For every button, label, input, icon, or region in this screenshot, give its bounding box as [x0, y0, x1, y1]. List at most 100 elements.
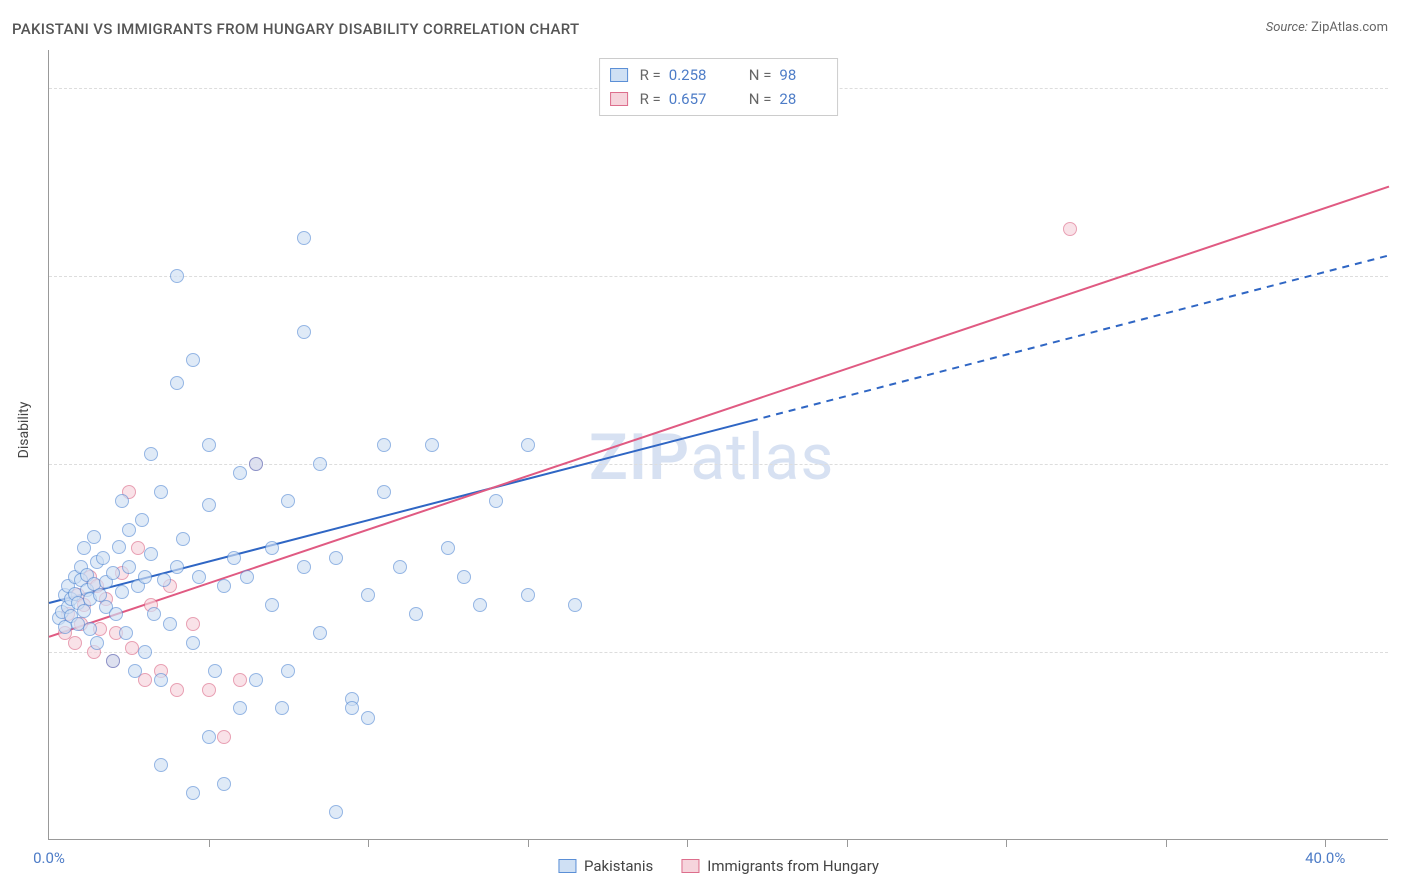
point-pakistanis: [122, 560, 136, 574]
point-pakistanis: [202, 438, 216, 452]
point-hungary: [202, 683, 216, 697]
point-pakistanis: [473, 598, 487, 612]
point-pakistanis: [313, 457, 327, 471]
point-pakistanis: [377, 485, 391, 499]
point-pakistanis: [186, 636, 200, 650]
x-tick: [1325, 839, 1326, 847]
point-pakistanis: [135, 513, 149, 527]
legend-correlation: R =0.258N =98R =0.657N =28: [599, 58, 839, 116]
x-tick: [687, 839, 688, 847]
point-pakistanis: [409, 607, 423, 621]
point-pakistanis: [170, 269, 184, 283]
legend-swatch: [681, 859, 699, 873]
point-pakistanis: [90, 636, 104, 650]
source-label: Source:: [1266, 20, 1308, 35]
legend-label: Pakistanis: [584, 857, 653, 875]
point-pakistanis: [489, 494, 503, 508]
source-value: ZipAtlas.com: [1311, 20, 1388, 35]
point-pakistanis: [281, 664, 295, 678]
point-pakistanis: [217, 579, 231, 593]
point-pakistanis: [83, 622, 97, 636]
point-pakistanis: [119, 626, 133, 640]
point-hungary: [68, 636, 82, 650]
point-pakistanis: [170, 376, 184, 390]
point-pakistanis: [138, 570, 152, 584]
point-pakistanis: [115, 494, 129, 508]
point-pakistanis: [329, 551, 343, 565]
legend-row-hungary: R =0.657N =28: [610, 87, 828, 111]
point-pakistanis: [192, 570, 206, 584]
legend-label: Immigrants from Hungary: [707, 857, 879, 875]
legend-r-value: 0.258: [669, 63, 717, 87]
legend-n-label: N =: [749, 63, 772, 87]
y-axis-label: Disability: [16, 402, 32, 459]
point-pakistanis: [144, 547, 158, 561]
point-pakistanis: [275, 701, 289, 715]
point-pakistanis: [265, 598, 279, 612]
point-pakistanis: [109, 607, 123, 621]
x-tick: [368, 839, 369, 847]
point-pakistanis: [154, 485, 168, 499]
point-pakistanis: [329, 805, 343, 819]
point-pakistanis: [186, 353, 200, 367]
point-hungary: [233, 673, 247, 687]
point-pakistanis: [568, 598, 582, 612]
point-pakistanis: [227, 551, 241, 565]
point-pakistanis: [361, 588, 375, 602]
point-pakistanis: [361, 711, 375, 725]
point-pakistanis: [249, 457, 263, 471]
point-pakistanis: [297, 325, 311, 339]
point-pakistanis: [202, 498, 216, 512]
legend-r-label: R =: [640, 63, 661, 87]
legend-swatch: [610, 68, 628, 82]
point-pakistanis: [233, 701, 247, 715]
point-hungary: [1063, 222, 1077, 236]
x-tick-label: 40.0%: [1305, 849, 1345, 867]
x-tick-label: 0.0%: [33, 849, 65, 867]
chart-plot-area: ZIPatlas 10.0%20.0%30.0%40.0% R =0.258N …: [48, 50, 1388, 840]
point-pakistanis: [345, 701, 359, 715]
point-pakistanis: [128, 664, 142, 678]
point-pakistanis: [393, 560, 407, 574]
point-pakistanis: [157, 573, 171, 587]
point-pakistanis: [297, 231, 311, 245]
point-pakistanis: [297, 560, 311, 574]
legend-swatch: [610, 92, 628, 106]
chart-title: PAKISTANI VS IMMIGRANTS FROM HUNGARY DIS…: [12, 20, 579, 38]
legend-row-pakistanis: R =0.258N =98: [610, 63, 828, 87]
source-credit: Source: ZipAtlas.com: [1266, 20, 1388, 35]
legend-item-pakistanis: Pakistanis: [558, 857, 653, 875]
point-hungary: [217, 730, 231, 744]
point-pakistanis: [106, 566, 120, 580]
point-pakistanis: [521, 588, 535, 602]
legend-swatch: [558, 859, 576, 873]
point-pakistanis: [154, 758, 168, 772]
point-pakistanis: [87, 530, 101, 544]
x-tick: [847, 839, 848, 847]
point-hungary: [170, 683, 184, 697]
legend-r-value: 0.657: [669, 87, 717, 111]
point-pakistanis: [240, 570, 254, 584]
point-pakistanis: [202, 730, 216, 744]
x-tick: [1166, 839, 1167, 847]
point-pakistanis: [112, 540, 126, 554]
point-pakistanis: [457, 570, 471, 584]
point-hungary: [186, 617, 200, 631]
legend-r-label: R =: [640, 87, 661, 111]
point-pakistanis: [154, 673, 168, 687]
point-pakistanis: [147, 607, 161, 621]
x-tick: [209, 839, 210, 847]
point-pakistanis: [138, 645, 152, 659]
point-pakistanis: [281, 494, 295, 508]
point-pakistanis: [115, 585, 129, 599]
x-tick: [528, 839, 529, 847]
point-pakistanis: [106, 654, 120, 668]
point-pakistanis: [77, 541, 91, 555]
point-pakistanis: [521, 438, 535, 452]
point-pakistanis: [186, 786, 200, 800]
point-pakistanis: [249, 673, 263, 687]
point-pakistanis: [265, 541, 279, 555]
point-pakistanis: [233, 466, 247, 480]
x-tick: [1006, 839, 1007, 847]
scatter-points: [49, 50, 1388, 839]
